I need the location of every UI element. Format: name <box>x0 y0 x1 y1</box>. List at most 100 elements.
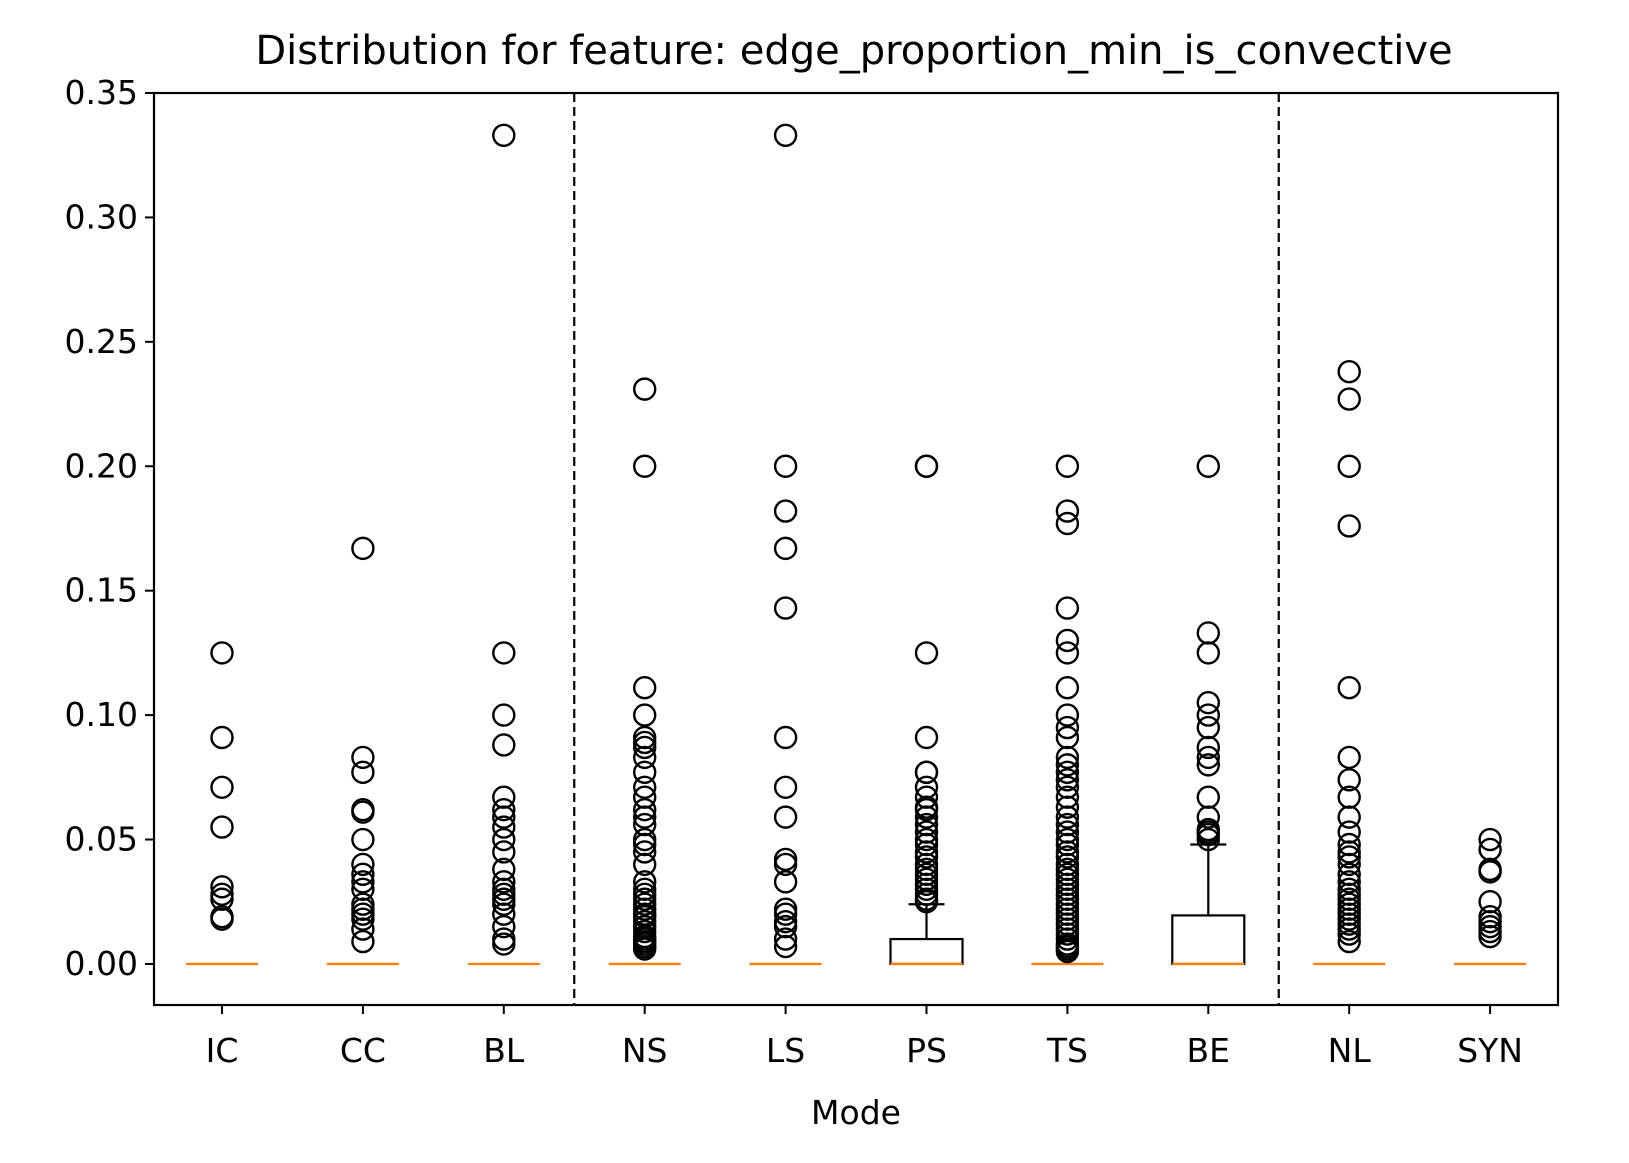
outlier-point <box>1337 360 1361 384</box>
outlier-point <box>633 870 657 894</box>
outlier-point <box>1055 628 1080 653</box>
outlier-point <box>1337 870 1361 894</box>
y-tick-label: 0.05 <box>65 820 138 859</box>
outlier-point <box>773 123 798 148</box>
outlier-point <box>492 914 516 939</box>
outlier-point <box>773 927 798 951</box>
x-tick-label: NL <box>1328 1031 1372 1070</box>
y-tick-label: 0.00 <box>65 944 138 983</box>
outlier-point <box>1055 753 1080 777</box>
outlier-point <box>633 703 657 727</box>
x-tick-label: CC <box>340 1031 386 1070</box>
outlier-point <box>1337 454 1361 478</box>
x-axis-label: Mode <box>811 1093 901 1132</box>
outlier-point <box>773 775 798 799</box>
outlier-point <box>351 917 375 941</box>
outlier-point <box>1337 745 1361 770</box>
outlier-point <box>351 870 375 894</box>
outlier-point <box>914 890 939 914</box>
outlier-point <box>1055 795 1080 819</box>
y-tick-label: 0.20 <box>65 446 138 485</box>
box-be <box>1171 454 1246 966</box>
x-tick-label: LS <box>766 1031 805 1070</box>
outlier-point <box>773 934 798 959</box>
outlier-point <box>492 902 516 926</box>
outlier-point <box>492 932 516 956</box>
outlier-point <box>1478 827 1502 852</box>
x-tick-label: BE <box>1187 1031 1231 1070</box>
outlier-point <box>492 815 516 839</box>
outlier-point <box>633 840 657 864</box>
outlier-point <box>773 499 798 523</box>
outlier-point <box>773 596 798 620</box>
outlier-point <box>351 536 375 561</box>
outlier-point <box>351 862 375 887</box>
outlier-point <box>492 840 516 864</box>
outlier-point <box>1196 690 1221 715</box>
outlier-point <box>1055 745 1080 770</box>
outlier-point <box>492 797 516 822</box>
outlier-point <box>1055 454 1080 478</box>
outlier-point <box>1196 703 1221 727</box>
box-ps <box>889 454 964 966</box>
box-bl <box>467 123 540 966</box>
outlier-point <box>914 845 939 869</box>
chart-title: Distribution for feature: edge_proportio… <box>255 28 1452 74</box>
outlier-point <box>914 454 939 478</box>
outlier-point <box>914 805 939 829</box>
outlier-point <box>633 797 657 822</box>
outlier-point <box>1055 511 1080 536</box>
outlier-point <box>1055 768 1080 792</box>
outlier-point <box>1055 939 1080 964</box>
outlier-point <box>1196 753 1221 777</box>
outlier-point <box>351 929 375 954</box>
outlier-point <box>773 902 798 926</box>
outlier-point <box>1478 924 1502 949</box>
outlier-point <box>1055 596 1080 620</box>
outlier-point <box>1055 641 1080 665</box>
outlier-point <box>1337 768 1361 792</box>
outlier-point <box>773 852 798 877</box>
x-tick-label: TS <box>1046 1031 1088 1070</box>
outlier-point <box>633 676 657 700</box>
outlier-point <box>1196 735 1221 760</box>
outlier-point <box>1337 929 1361 954</box>
outlier-point <box>633 852 657 877</box>
x-tick-label: NS <box>622 1031 668 1070</box>
outlier-point <box>1055 499 1080 523</box>
box-nl <box>1313 360 1386 966</box>
outlier-point <box>492 892 516 916</box>
outlier-point <box>1196 805 1221 829</box>
outlier-point <box>773 536 798 561</box>
outlier-point <box>492 870 516 894</box>
plot-area <box>186 93 1527 1005</box>
outlier-point <box>351 827 375 852</box>
outlier-point <box>210 641 234 665</box>
outlier-point <box>351 745 375 770</box>
outlier-point <box>210 815 234 839</box>
outlier-point <box>1055 760 1080 785</box>
outlier-point <box>914 641 939 665</box>
outlier-point <box>773 805 798 829</box>
outlier-point <box>773 870 798 894</box>
outlier-point <box>1337 387 1361 411</box>
outlier-point <box>1055 703 1080 727</box>
x-tick-label: BL <box>483 1031 525 1070</box>
outlier-point <box>1196 827 1221 852</box>
outlier-point <box>914 760 939 785</box>
outlier-point <box>633 937 657 961</box>
outlier-point <box>1196 745 1221 770</box>
x-tick-label: SYN <box>1457 1031 1523 1070</box>
outlier-point <box>633 454 657 478</box>
x-tick-label: PS <box>906 1031 947 1070</box>
outlier-point <box>492 703 516 727</box>
outlier-point <box>351 760 375 785</box>
outlier-point <box>351 907 375 931</box>
outlier-point <box>492 123 516 148</box>
box-ns <box>608 377 681 966</box>
outlier-point <box>1055 805 1080 829</box>
outlier-point <box>351 800 375 824</box>
